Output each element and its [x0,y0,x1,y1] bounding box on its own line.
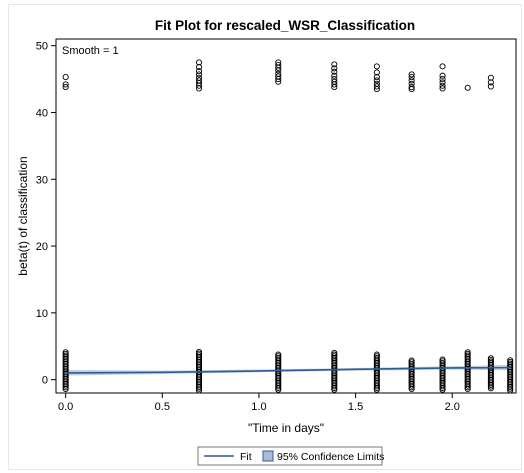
data-point [408,359,415,366]
data-point [62,84,69,91]
data-point [439,76,446,83]
y-tick-label: 40 [36,107,48,119]
figure-frame [8,4,522,470]
x-axis: 0.0 0.5 1.0 1.5 2.0 [58,393,460,413]
chart-title: Fit Plot for rescaled_WSR_Classification [155,18,415,33]
data-point [439,85,446,92]
y-tick-label: 0 [42,375,48,387]
data-point [507,360,514,367]
y-tick-label: 10 [36,308,48,320]
x-tick-label: 1.5 [348,401,363,413]
data-point [408,77,415,84]
data-point [62,350,69,357]
smooth-inset-label: Smooth = 1 [62,45,119,57]
data-point [275,67,282,74]
data-point [331,72,338,79]
data-point [408,74,415,81]
y-axis-label: beta(t) of classification [16,156,30,275]
data-point [373,351,380,358]
data-point [439,79,446,86]
data-point [195,352,203,359]
data-point [195,348,203,355]
data-point [408,84,415,91]
y-tick-label: 20 [36,241,48,253]
data-point [331,61,338,68]
data-point [487,79,494,86]
data-point [195,71,203,78]
data-point [439,72,446,79]
data-point [373,63,380,70]
data-point [464,84,471,91]
data-point [62,81,69,88]
data-point [439,63,446,70]
plot-area-border [55,38,517,394]
data-point [331,353,338,360]
data-point [373,353,380,360]
data-point [331,81,338,88]
data-point [408,86,415,93]
data-point [408,357,415,364]
data-point [275,353,282,360]
data-point [487,358,494,365]
data-point [507,357,514,364]
legend-band-label: 95% Confidence Limits [277,451,384,463]
data-point [408,71,415,78]
data-point [195,85,203,92]
y-tick-label: 50 [36,41,48,53]
observations-layer [62,59,514,394]
data-point [195,350,203,357]
data-point [62,349,69,356]
data-point [507,358,514,365]
data-point [331,351,338,358]
data-point [464,352,471,359]
data-point [373,77,380,84]
data-point [275,78,282,85]
data-point [373,69,380,76]
x-tick-label: 1.0 [251,401,266,413]
legend-box [197,446,383,466]
data-point [195,68,203,75]
legend-fit-label: Fit [240,451,252,463]
legend: Fit 95% Confidence Limits [197,446,384,466]
fit-line-layer [65,366,511,374]
data-point [275,76,282,83]
y-axis: 0 10 20 30 40 50 [36,41,56,387]
data-point [62,352,69,359]
data-point [373,354,380,361]
x-tick-label: 0.0 [58,401,73,413]
x-tick-label: 0.5 [155,401,170,413]
data-point [331,349,338,356]
data-point [331,68,338,75]
data-point [331,84,338,91]
data-point [408,360,415,367]
data-point [195,64,203,71]
data-point [439,82,446,89]
data-point [195,59,203,66]
data-point [439,356,446,363]
data-point [464,349,471,356]
data-point [331,65,338,72]
data-point [439,358,446,365]
data-point [373,83,380,90]
data-point [275,354,282,361]
data-point [487,83,494,90]
x-tick-label: 2.0 [445,401,460,413]
data-point [195,82,203,89]
data-point [62,74,69,81]
data-point [487,356,494,363]
data-point [373,74,380,81]
legend-band-swatch [262,450,274,462]
data-point [439,359,446,366]
data-point [275,64,282,71]
fit-line [65,366,511,374]
y-tick-label: 30 [36,174,48,186]
data-point [464,350,471,357]
x-axis-label: "Time in days" [248,421,324,435]
data-point [373,86,380,93]
data-point [487,74,494,81]
data-point [275,351,282,358]
data-point [487,355,494,362]
